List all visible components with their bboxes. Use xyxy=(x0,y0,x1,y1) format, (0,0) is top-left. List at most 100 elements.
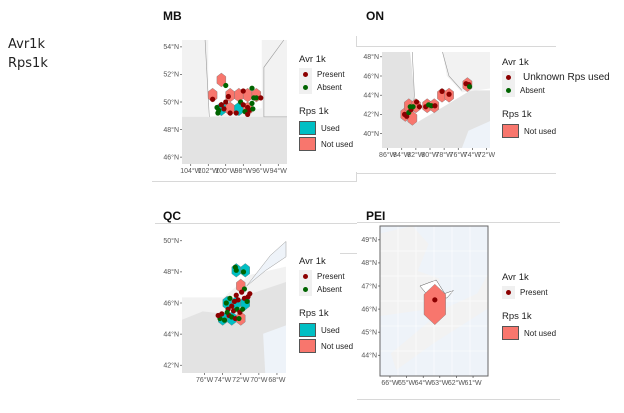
panel-divider xyxy=(357,222,560,223)
x-tick-label: 74°W xyxy=(214,376,232,384)
legend-on: Avr 1k Unknown Rps used Absent Rps 1k Not us… xyxy=(502,57,610,139)
legend-label: Not used xyxy=(321,139,354,149)
side-label-rps1k: Rps1k xyxy=(8,56,48,71)
border-line xyxy=(442,51,463,91)
x-tick-label: 72°W xyxy=(232,376,250,384)
us-land-area xyxy=(182,116,287,164)
y-tick-label: 46°N xyxy=(163,299,179,307)
y-tick-label: 46°N xyxy=(163,153,179,161)
y-tick-label: 50°N xyxy=(163,237,179,245)
map-qc: 42°N 44°N 46°N 48°N 50°N 76°W 74°W 72°W 70°W 68°W xyxy=(163,233,287,384)
x-tick-label: 96°W xyxy=(252,167,270,175)
legend-swatch-icon xyxy=(502,326,519,340)
data-point-absent xyxy=(233,267,239,273)
data-point-absent xyxy=(236,315,242,322)
river-area xyxy=(246,240,287,287)
hexagon-not-used xyxy=(216,72,227,88)
data-point-absent xyxy=(223,300,229,306)
ocean-area xyxy=(461,121,490,148)
y-tick-label: 48°N xyxy=(361,259,377,267)
data-point-present xyxy=(404,113,410,119)
x-tick-label: 100°W xyxy=(215,167,236,175)
legend-item: Used xyxy=(299,120,353,136)
panel-divider xyxy=(356,36,357,46)
legend-label: Not used xyxy=(524,328,557,338)
legend-item: Not used xyxy=(299,136,353,152)
legend-item: Absent xyxy=(502,84,610,97)
data-point-absent xyxy=(410,104,416,110)
border-line xyxy=(263,39,287,118)
y-tick-label: 44°N xyxy=(163,330,179,338)
data-point-present xyxy=(240,102,246,108)
legend-rps-title: Rps 1k xyxy=(299,308,329,319)
data-point-absent xyxy=(240,269,247,275)
data-point-present xyxy=(245,111,251,117)
data-point-absent xyxy=(224,309,230,315)
x-tick-label: 76°W xyxy=(196,376,214,384)
data-point-absent xyxy=(250,106,256,112)
x-tick-label: 72°W xyxy=(478,151,496,159)
legend-label: Absent xyxy=(520,86,545,95)
y-tick-label: 46°N xyxy=(363,72,379,80)
data-point-absent xyxy=(215,110,221,116)
legend-swatch-icon xyxy=(299,137,316,151)
y-tick-label: 48°N xyxy=(163,126,179,134)
legend-avr-title: Avr 1k xyxy=(502,272,529,283)
legend-avr-keys: Present Absent xyxy=(299,270,353,296)
map-pei: 44°N 45°N 46°N 47°N 48°N 49°N 66°W 65°W 64°W 63°W… xyxy=(361,225,489,387)
data-point-present xyxy=(233,292,239,298)
panel-title-qc: QC xyxy=(163,209,181,223)
legend-avr-title: Avr 1k xyxy=(299,54,326,65)
panel-divider xyxy=(357,399,560,400)
panel-divider xyxy=(356,46,556,47)
data-point-present xyxy=(240,88,246,94)
data-point-present xyxy=(413,99,420,105)
data-point-absent xyxy=(253,95,259,101)
data-point-present xyxy=(239,289,245,295)
plot-area: 44°N 45°N 46°N 47°N 48°N 49°N 66°W 65°W 64°W 63°W… xyxy=(361,225,489,387)
x-tick-label: 68°W xyxy=(268,376,286,384)
y-tick-label: 42°N xyxy=(163,362,179,370)
legend-label: Absent xyxy=(317,83,342,92)
data-point-present xyxy=(446,91,452,97)
legend-dot-icon xyxy=(303,287,308,292)
x-tick-label: 78°W xyxy=(436,151,454,159)
x-tick-label: 86°W xyxy=(379,151,397,159)
legend-label: Present xyxy=(317,70,345,79)
data-point-absent xyxy=(249,100,255,106)
x-tick-label: 74°W xyxy=(464,151,482,159)
y-tick-label: 50°N xyxy=(163,98,179,106)
legend-dot-icon xyxy=(506,290,511,295)
legend-dot-icon xyxy=(506,88,511,93)
legend-item: Absent xyxy=(299,81,353,94)
data-point-present xyxy=(416,104,423,110)
legend-item: Absent xyxy=(299,283,353,296)
legend-rps-title: Rps 1k xyxy=(502,109,532,120)
legend-swatch-icon xyxy=(299,121,316,135)
border-line xyxy=(204,39,210,117)
data-point-absent xyxy=(239,306,246,312)
plot-area: 42°N 44°N 46°N 48°N 50°N 76°W 74°W 72°W 70°W 68°W xyxy=(163,233,287,384)
x-tick-label: 82°W xyxy=(407,151,425,159)
data-point-present xyxy=(258,95,264,101)
x-tick-label: 66°W xyxy=(381,379,399,387)
legend-avr-keys: Present Absent xyxy=(299,68,353,94)
data-point-present xyxy=(229,303,235,309)
y-tick-label: 54°N xyxy=(163,43,179,51)
panel-divider xyxy=(340,253,357,254)
legend-label: Used xyxy=(321,325,340,335)
ns-land xyxy=(390,274,488,370)
data-point-present xyxy=(439,88,445,94)
us-land-area xyxy=(182,282,286,373)
x-tick-label: 94°W xyxy=(270,167,288,175)
data-point-absent xyxy=(249,85,255,91)
data-point-present xyxy=(247,291,253,297)
legend-avr-keys: Unknown Rps used Absent xyxy=(502,71,610,97)
legend-swatch-icon xyxy=(502,124,519,138)
panel-title-pei: PEI xyxy=(366,209,386,223)
y-tick-label: 45°N xyxy=(361,328,377,336)
y-tick-label: 49°N xyxy=(361,236,377,244)
panel-divider xyxy=(356,172,357,182)
legend-dot-icon xyxy=(303,85,308,90)
